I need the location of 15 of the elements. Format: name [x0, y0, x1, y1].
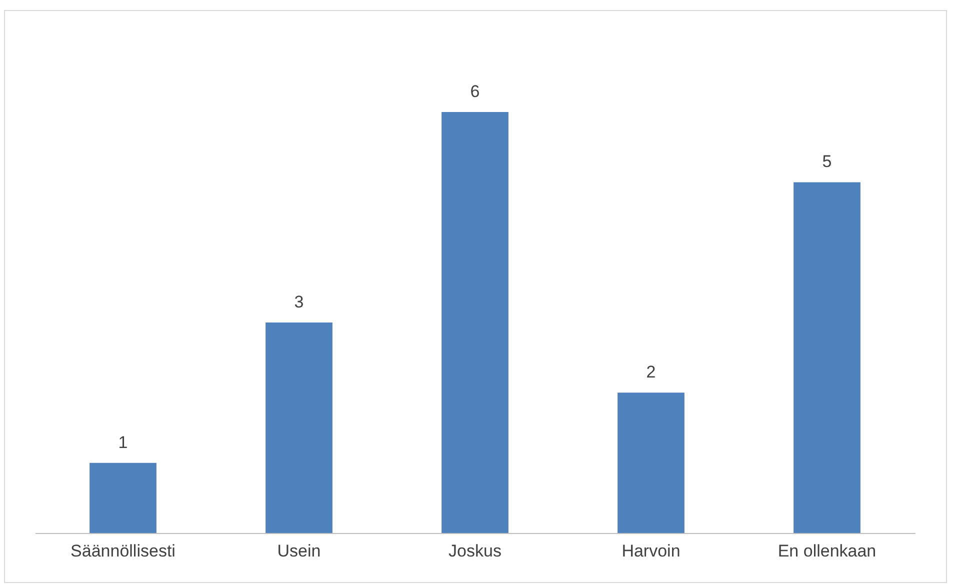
x-tick-label: Säännöllisesti — [70, 542, 176, 560]
data-label: 6 — [470, 82, 480, 102]
x-tick-label: Harvoin — [622, 542, 680, 560]
bar — [618, 392, 684, 533]
data-label: 2 — [646, 362, 656, 382]
x-tick-label: Joskus — [448, 542, 502, 560]
bar — [442, 112, 508, 533]
data-label: 3 — [294, 292, 304, 312]
data-label: 1 — [118, 432, 128, 452]
bar — [266, 322, 332, 533]
x-tick-label: En ollenkaan — [778, 542, 876, 560]
bar — [794, 182, 860, 533]
x-tick-label: Usein — [277, 542, 321, 560]
data-label: 5 — [822, 152, 832, 172]
bar — [90, 462, 156, 533]
